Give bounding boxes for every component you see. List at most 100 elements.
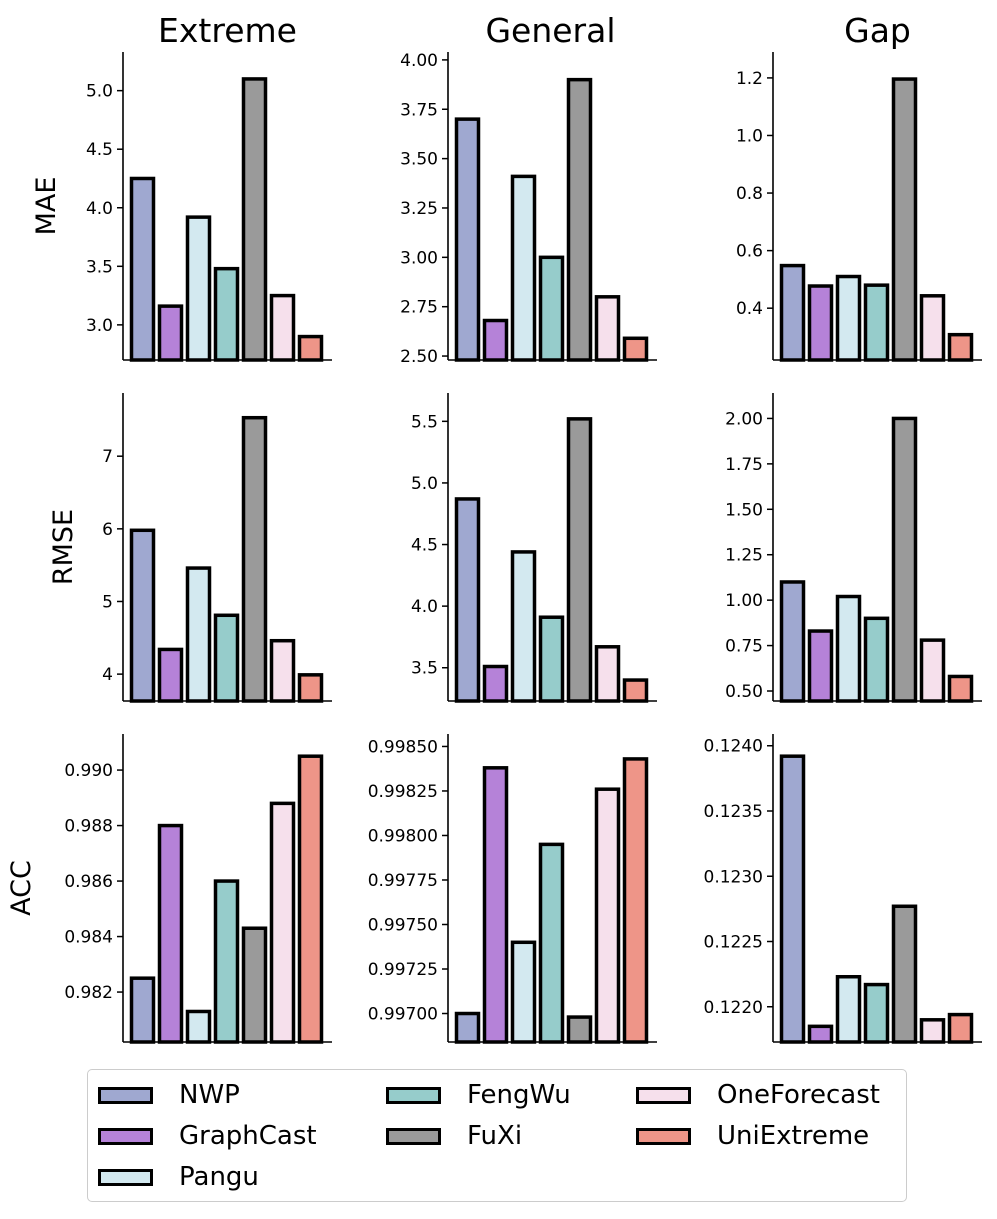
legend-swatch-nwp — [98, 1086, 153, 1104]
bar-acc-gap-nwp — [779, 754, 806, 1044]
bar-acc-gap-fengwu — [863, 982, 890, 1044]
y-tick-label: 0.99825 — [368, 782, 438, 802]
bar-mae-gap-pangu — [835, 274, 862, 362]
bar-acc-general-fengwu — [538, 842, 565, 1044]
legend-label-fuxi: FuXi — [467, 1121, 523, 1151]
bar-mae-gap-nwp — [779, 263, 806, 362]
y-tick-label: 5 — [102, 592, 113, 612]
y-tick-label: 0.984 — [64, 928, 113, 948]
legend-label-uniextreme: UniExtreme — [717, 1121, 870, 1151]
bar-acc-general-pangu — [510, 940, 537, 1044]
bar-acc-gap-oneforecast — [919, 1018, 946, 1044]
y-tick-label: 5.0 — [411, 474, 438, 494]
bar-rmse-extreme-nwp — [129, 528, 156, 703]
y-tick-label: 3.5 — [86, 257, 113, 277]
legend-item-graphcast: GraphCast — [98, 1121, 317, 1151]
bar-rmse-extreme-pangu — [185, 566, 212, 703]
bar-mae-general-oneforecast — [594, 295, 621, 362]
legend-swatch-fengwu — [386, 1086, 441, 1104]
bar-mae-extreme-pangu — [185, 215, 212, 362]
y-tick-label: 0.1230 — [704, 867, 763, 887]
y-tick-label: 4.5 — [411, 536, 438, 556]
y-tick-label: 4.0 — [411, 597, 438, 617]
bar-mae-gap-fengwu — [863, 283, 890, 362]
panel-acc-general: 0.99700 0.99725 0.99750 0.99775 0.99800 0.998… — [368, 734, 657, 1044]
y-tick-label: 1.25 — [725, 546, 763, 566]
y-tick-label: 1.2 — [736, 69, 763, 89]
y-tick-label: 0.990 — [64, 761, 113, 781]
y-tick-label: 0.1220 — [704, 998, 763, 1018]
y-tick-label: 0.99750 — [368, 915, 438, 935]
row-label-rmse: RMSE — [48, 509, 79, 585]
y-tick-label: 1.75 — [725, 455, 763, 475]
bar-mae-general-uniextreme — [622, 336, 649, 362]
bar-rmse-gap-uniextreme — [947, 674, 974, 703]
legend-swatch-oneforecast — [636, 1086, 691, 1104]
y-tick-label: 5.5 — [411, 412, 438, 432]
bar-mae-extreme-fuxi — [241, 77, 268, 362]
y-tick-label: 0.50 — [725, 682, 763, 702]
y-tick-label: 1.00 — [725, 591, 763, 611]
legend-item-fuxi: FuXi — [386, 1121, 522, 1151]
bar-acc-extreme-oneforecast — [269, 801, 296, 1044]
bar-rmse-extreme-fuxi — [241, 415, 268, 703]
y-tick-label: 4 — [102, 665, 113, 685]
legend: NWP GraphCast Pangu FengWu FuXi OneForec… — [87, 1069, 907, 1202]
y-tick-label: 0.1235 — [704, 802, 763, 822]
panel-rmse-general: 3.5 4.0 4.5 5.0 5.5 — [411, 393, 657, 703]
y-tick-label: 0.99725 — [368, 960, 438, 980]
bar-mae-gap-uniextreme — [947, 332, 974, 362]
bar-acc-extreme-graphcast — [157, 823, 184, 1044]
legend-label-fengwu: FengWu — [467, 1080, 571, 1110]
bar-mae-general-fuxi — [566, 77, 593, 362]
y-tick-label: 3.50 — [400, 150, 438, 170]
bar-mae-general-nwp — [454, 117, 481, 362]
bar-mae-general-graphcast — [482, 318, 509, 362]
panel-mae-gap: 0.4 0.6 0.8 1.0 1.2 — [736, 52, 982, 362]
bar-rmse-gap-oneforecast — [919, 638, 946, 703]
bar-acc-general-uniextreme — [622, 757, 649, 1044]
bar-mae-extreme-oneforecast — [269, 293, 296, 362]
y-tick-label: 3.00 — [400, 248, 438, 268]
y-tick-label: 0.6 — [736, 242, 763, 262]
legend-item-oneforecast: OneForecast — [636, 1080, 880, 1110]
y-tick-label: 0.99850 — [368, 737, 438, 757]
legend-label-nwp: NWP — [179, 1080, 240, 1110]
y-tick-label: 0.1225 — [704, 933, 763, 953]
bar-rmse-general-fuxi — [566, 417, 593, 703]
bar-rmse-general-oneforecast — [594, 645, 621, 703]
legend-item-fengwu: FengWu — [386, 1080, 571, 1110]
bar-mae-extreme-graphcast — [157, 304, 184, 362]
bar-acc-extreme-uniextreme — [297, 754, 324, 1044]
y-tick-label: 2.75 — [400, 298, 438, 318]
bar-acc-general-graphcast — [482, 766, 509, 1044]
bar-rmse-gap-nwp — [779, 580, 806, 703]
bar-mae-extreme-nwp — [129, 176, 156, 362]
bar-rmse-general-fengwu — [538, 615, 565, 703]
y-tick-label: 0.4 — [736, 299, 763, 319]
column-title-extreme: Extreme — [158, 11, 297, 50]
panel-mae-general: 2.50 2.75 3.00 3.25 3.50 3.75 4.00 — [400, 51, 657, 367]
y-tick-label: 3.0 — [86, 316, 113, 336]
bar-acc-general-oneforecast — [594, 787, 621, 1044]
legend-item-pangu: Pangu — [98, 1162, 259, 1192]
bar-mae-extreme-uniextreme — [297, 334, 324, 362]
bar-acc-general-fuxi — [566, 1015, 593, 1044]
panel-acc-extreme: 0.982 0.984 0.986 0.988 0.990 — [64, 734, 332, 1044]
legend-item-uniextreme: UniExtreme — [636, 1121, 869, 1151]
y-tick-label: 0.99800 — [368, 826, 438, 846]
panel-rmse-extreme: 4 5 6 7 — [102, 393, 332, 703]
y-tick-label: 5.0 — [86, 82, 113, 102]
y-tick-label: 3.5 — [411, 659, 438, 679]
bar-acc-extreme-fengwu — [213, 879, 240, 1044]
bar-mae-general-fengwu — [538, 255, 565, 362]
bar-rmse-general-uniextreme — [622, 678, 649, 703]
bar-rmse-general-nwp — [454, 497, 481, 703]
bar-rmse-extreme-oneforecast — [269, 638, 296, 703]
bar-mae-gap-graphcast — [807, 284, 834, 362]
y-tick-label: 6 — [102, 520, 113, 540]
y-tick-label: 3.75 — [400, 100, 438, 120]
bar-mae-gap-oneforecast — [919, 294, 946, 362]
y-tick-label: 1.50 — [725, 500, 763, 520]
bar-rmse-extreme-graphcast — [157, 647, 184, 703]
